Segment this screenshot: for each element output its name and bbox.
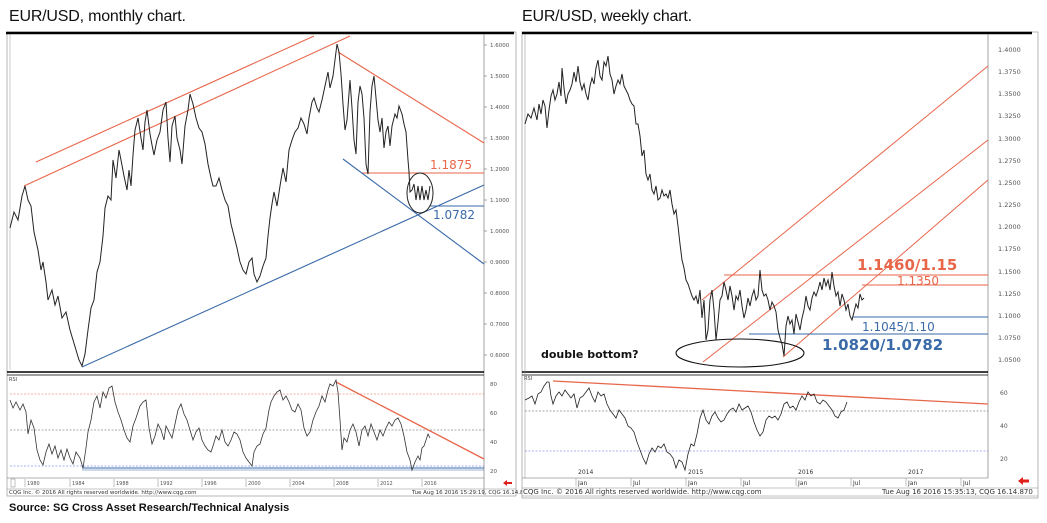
- svg-text:Jul: Jul: [632, 480, 641, 487]
- svg-text:1.1500: 1.1500: [998, 268, 1021, 276]
- scroll-arrow-icon-weekly: [1018, 477, 1029, 485]
- svg-text:1.5000: 1.5000: [490, 74, 510, 80]
- svg-text:0.7000: 0.7000: [490, 322, 510, 328]
- right-footer-timestamp: Tue Aug 16 2016 15:35:13, CQG 16.14.870: [882, 488, 1033, 496]
- rsi-label-weekly: RSI: [524, 376, 532, 382]
- support-trendlines: [81, 158, 485, 368]
- svg-text:Jan: Jan: [797, 480, 807, 487]
- svg-text:Jul: Jul: [962, 480, 971, 487]
- price-axis: 1.6000 1.5000 1.4000 1.3000 1.2000 1.100…: [490, 43, 510, 359]
- rsi-label: RSI: [9, 377, 17, 383]
- svg-text:1.2750: 1.2750: [998, 157, 1021, 165]
- support-levels: [749, 316, 988, 335]
- svg-text:2016: 2016: [424, 481, 437, 487]
- svg-text:2014: 2014: [578, 469, 593, 476]
- right-footer-copyright: CQG Inc. © 2016 All rights reserved worl…: [523, 488, 762, 496]
- svg-text:1.0750: 1.0750: [998, 334, 1021, 342]
- svg-text:0.8000: 0.8000: [490, 291, 510, 297]
- left-footer-timestamp: Tue Aug 16 2016 15:29:19, CQG 16.14.870: [412, 490, 531, 496]
- resistance-label: 1.1875: [430, 158, 472, 172]
- resistance-2-label: 1.1350: [897, 274, 939, 288]
- weekly-rsi-series: [524, 381, 848, 472]
- svg-text:60: 60: [1000, 390, 1008, 397]
- resistance-trendlines: [23, 35, 485, 187]
- rising-channel: [701, 65, 989, 363]
- price-axis-weekly: 1.4000 1.3750 1.3500 1.3250 1.3000 1.275…: [998, 46, 1021, 364]
- svg-text:1.1750: 1.1750: [998, 245, 1021, 253]
- svg-text:Jul: Jul: [852, 480, 861, 487]
- double-bottom-ellipse: [675, 338, 805, 368]
- svg-text:2008: 2008: [336, 481, 349, 487]
- svg-text:1.4000: 1.4000: [490, 105, 510, 111]
- rsi-axis-weekly: 60 40 20: [1000, 390, 1008, 463]
- support-label: 1.0782: [433, 208, 475, 222]
- left-chart-title: EUR/USD, monthly chart.: [9, 8, 186, 25]
- svg-text:2017: 2017: [908, 469, 923, 476]
- svg-text:1.3000: 1.3000: [490, 136, 510, 142]
- svg-text:Jan: Jan: [687, 480, 697, 487]
- svg-text:1.3250: 1.3250: [998, 112, 1021, 120]
- svg-text:1.0000: 1.0000: [490, 229, 510, 235]
- svg-text:1992: 1992: [160, 481, 173, 487]
- svg-text:1.2500: 1.2500: [998, 179, 1021, 187]
- source-caption: Source: SG Cross Asset Research/Technica…: [9, 502, 290, 514]
- svg-text:1.1000: 1.1000: [490, 198, 510, 204]
- svg-text:1.2250: 1.2250: [998, 201, 1021, 209]
- svg-text:20: 20: [1000, 456, 1008, 463]
- svg-text:2000: 2000: [248, 481, 261, 487]
- svg-text:Jan: Jan: [577, 480, 587, 487]
- resistance-1-label: 1.1460/1.15: [857, 256, 957, 274]
- svg-text:1.0500: 1.0500: [998, 356, 1021, 364]
- svg-text:1.1000: 1.1000: [998, 312, 1021, 320]
- svg-text:40: 40: [1000, 423, 1008, 430]
- svg-text:1984: 1984: [72, 481, 85, 487]
- rsi-axis: 80 60 40 20: [490, 382, 497, 475]
- svg-text:60: 60: [490, 411, 497, 417]
- svg-text:1996: 1996: [204, 481, 217, 487]
- x-axis-years: 2014 2015 2016 2017: [578, 469, 923, 476]
- svg-text:2015: 2015: [688, 469, 703, 476]
- svg-text:20: 20: [490, 469, 497, 475]
- svg-text:2012: 2012: [380, 481, 393, 487]
- left-footer-copyright: CQG Inc. © 2016 All rights reserved worl…: [9, 490, 197, 496]
- svg-text:1.2000: 1.2000: [490, 167, 510, 173]
- weekly-price-series: [524, 55, 865, 357]
- svg-text:1.1250: 1.1250: [998, 290, 1021, 298]
- svg-text:0.6000: 0.6000: [490, 353, 510, 359]
- svg-text:1.6000: 1.6000: [490, 43, 510, 49]
- svg-text:1.3750: 1.3750: [998, 68, 1021, 76]
- scroll-arrow-icon: [503, 480, 512, 486]
- right-chart-title: EUR/USD, weekly chart.: [522, 8, 692, 25]
- svg-text:1.3000: 1.3000: [998, 135, 1021, 143]
- monthly-chart: 1.6000 1.5000 1.4000 1.3000 1.2000 1.100…: [6, 31, 517, 497]
- svg-text:1.4000: 1.4000: [998, 46, 1021, 54]
- svg-text:80: 80: [490, 382, 497, 388]
- consolidation-circle: [406, 172, 434, 214]
- svg-text:1988: 1988: [116, 481, 129, 487]
- svg-text:1980: 1980: [27, 481, 40, 487]
- svg-text:40: 40: [490, 440, 497, 446]
- svg-text:Jul: Jul: [742, 480, 751, 487]
- x-axis: 1980 1984 1988 1992 1996 2000 2004 2008 …: [10, 478, 437, 488]
- svg-text:2016: 2016: [798, 469, 813, 476]
- svg-text:Jan: Jan: [907, 480, 917, 487]
- double-bottom-label: double bottom?: [541, 348, 639, 361]
- x-axis-months: Jan Jul Jan Jul Jan Jul Jan Jul: [575, 478, 971, 487]
- support-2-label: 1.0820/1.0782: [822, 336, 943, 354]
- svg-text:1.3500: 1.3500: [998, 90, 1021, 98]
- monthly-rsi-series: [9, 378, 431, 472]
- svg-text:1.2000: 1.2000: [998, 223, 1021, 231]
- svg-text:0.9000: 0.9000: [490, 260, 510, 266]
- support-1-label: 1.1045/1.10: [862, 320, 935, 334]
- svg-text:2004: 2004: [292, 481, 305, 487]
- monthly-price-series: [9, 43, 431, 368]
- weekly-chart: 1.4000 1.3750 1.3500 1.3250 1.3000 1.275…: [521, 31, 1039, 499]
